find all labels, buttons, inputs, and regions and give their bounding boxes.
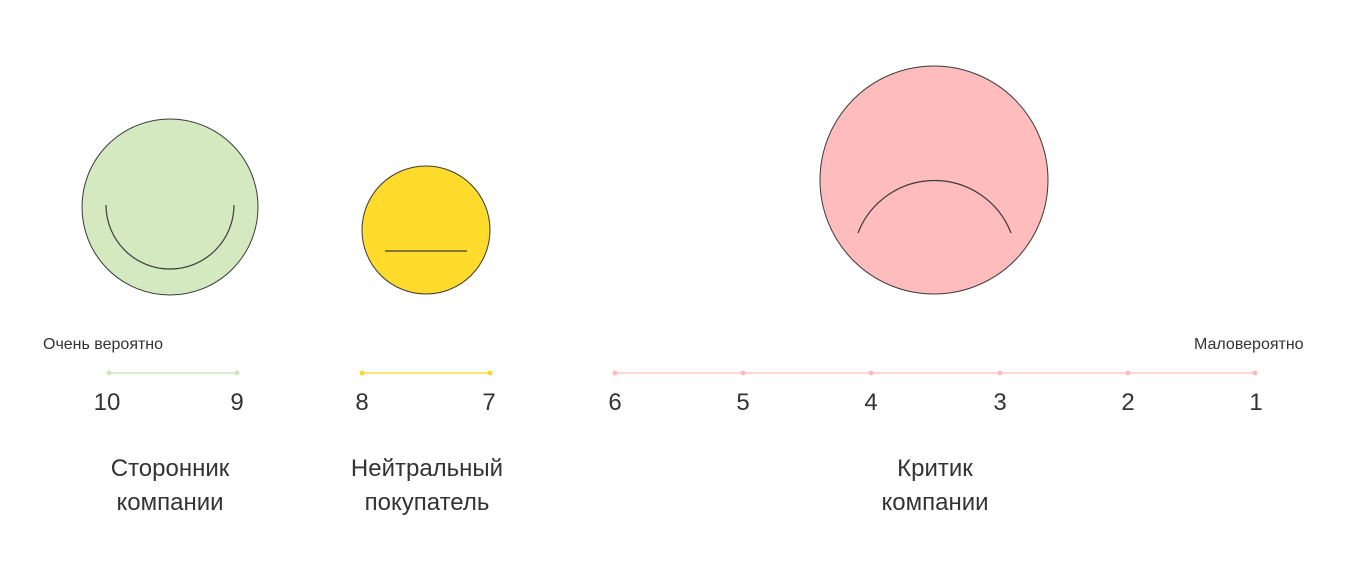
promoter-label-line1: Сторонник [110,455,230,482]
passive-label-line1: Нейтральный [350,455,504,482]
score-7: 7 [482,389,496,416]
detractor-label: Критик компании [881,452,988,520]
detractor-label-line2: компании [881,489,989,516]
promoter-label: Сторонник компании [111,452,230,520]
score-9: 9 [230,389,244,416]
unlikely-label: Маловероятно [1194,336,1304,353]
score-8: 8 [355,389,369,416]
smiling-face-icon [81,118,259,296]
frowning-face-icon [819,65,1049,295]
score-5: 5 [736,389,750,416]
detractor-scale-line [612,370,1258,376]
score-4: 4 [864,389,878,416]
passive-scale-line [359,370,493,376]
promoter-label-line2: компании [116,489,224,516]
passive-label: Нейтральный покупатель [351,452,503,520]
score-2: 2 [1121,389,1135,416]
score-10: 10 [93,389,121,416]
score-6: 6 [608,389,622,416]
score-1: 1 [1249,389,1263,416]
detractor-label-line1: Критик [897,455,973,482]
passive-label-line2: покупатель [364,489,490,516]
very-likely-label: Очень вероятно [43,336,164,353]
score-3: 3 [993,389,1007,416]
neutral-face-icon [361,165,491,295]
promoter-scale-line [106,370,240,376]
